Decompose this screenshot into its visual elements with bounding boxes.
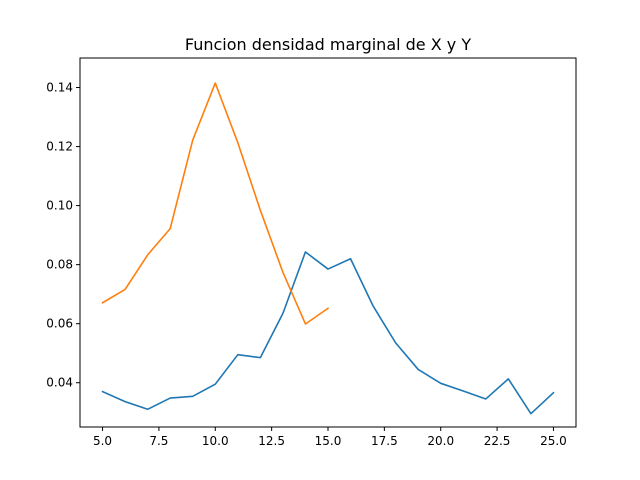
chart-title: Funcion densidad marginal de X y Y [185, 35, 471, 54]
plot-area: 5.0 7.5 10.0 12.5 15.0 17.5 20.0 22.5 25.0 0.04 0.… [46, 81, 567, 448]
y-tick-label: 0.06 [46, 317, 73, 331]
x-tick-label: 7.5 [149, 434, 168, 448]
axes-frame [79, 57, 577, 428]
x-tick-label: 10.0 [202, 434, 229, 448]
y-tick-label: 0.08 [46, 258, 73, 272]
y-tick-label: 0.10 [46, 199, 73, 213]
y-tick-label: 0.14 [46, 81, 73, 95]
x-tick-label: 5.0 [93, 434, 112, 448]
x-tick-label: 22.5 [484, 434, 511, 448]
y-tick-label: 0.12 [46, 140, 73, 154]
x-tick-label: 15.0 [315, 434, 342, 448]
series-line-2 [101, 82, 330, 325]
y-tick-label: 0.04 [46, 376, 73, 390]
x-tick-label: 17.5 [371, 434, 398, 448]
x-tick-label: 25.0 [540, 434, 567, 448]
x-tick-label: 20.0 [427, 434, 454, 448]
x-tick-label: 12.5 [258, 434, 285, 448]
series-line-1 [101, 251, 555, 415]
